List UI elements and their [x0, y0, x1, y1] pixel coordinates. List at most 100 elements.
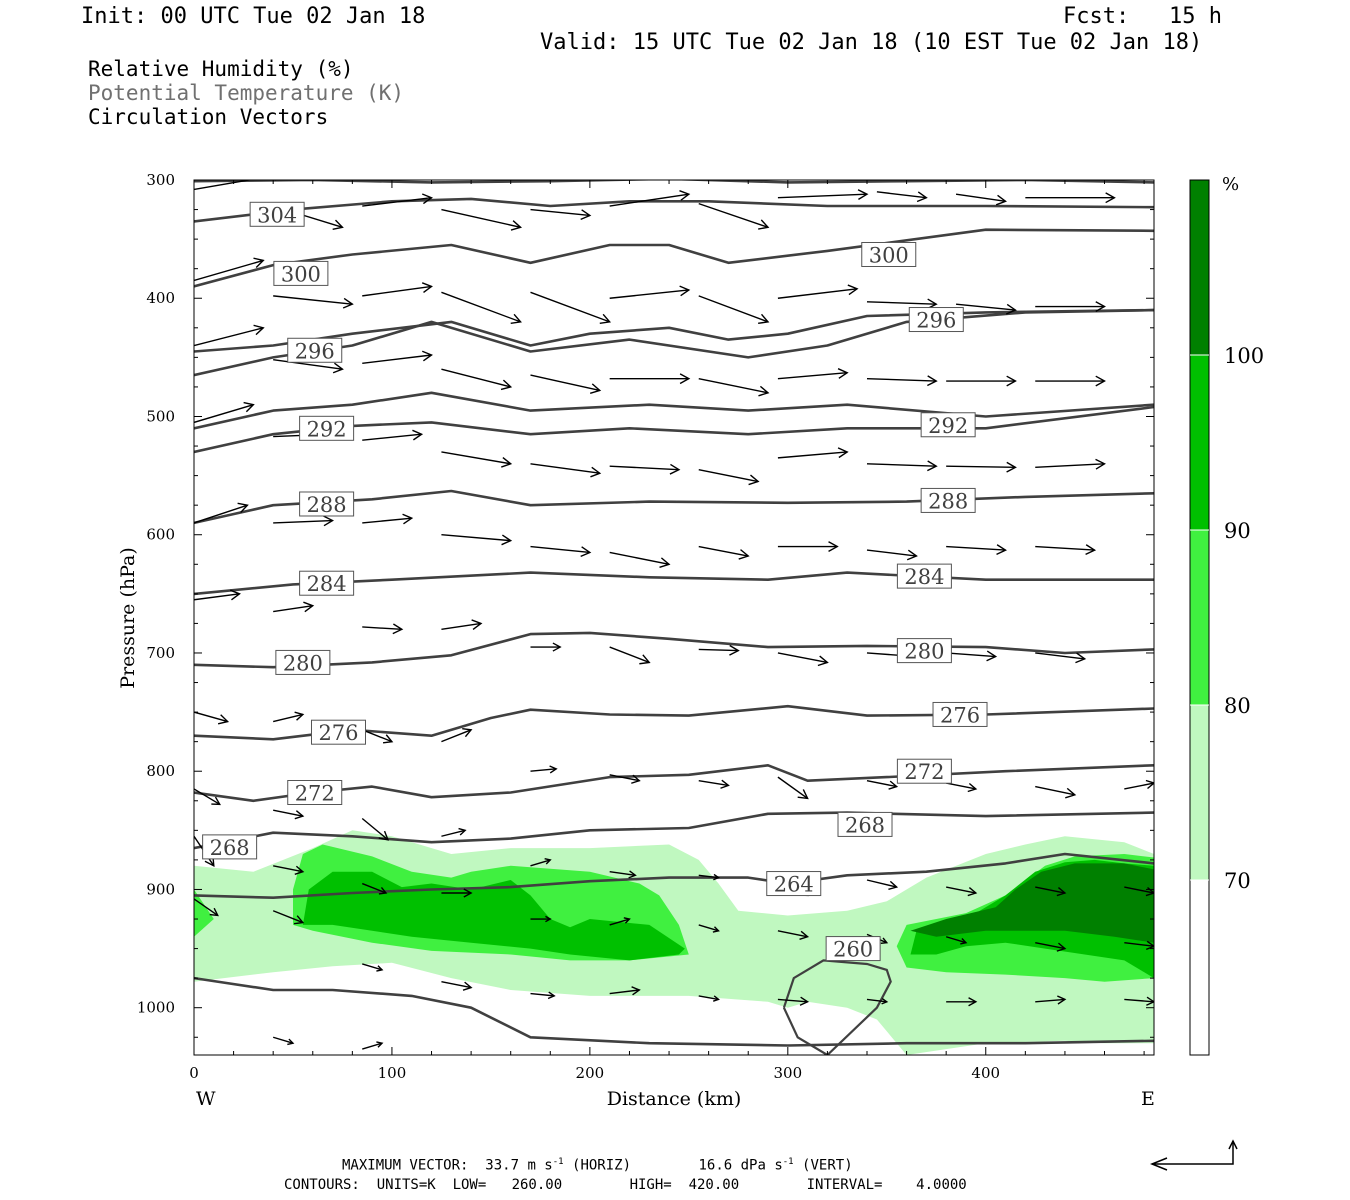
circulation-vector-109: [777, 996, 810, 1006]
svg-text:288: 288: [307, 493, 347, 517]
circulation-vector-110: [866, 997, 889, 1005]
circulation-vector-75: [946, 782, 978, 793]
svg-text:276: 276: [318, 721, 358, 745]
circulation-vector-54: [1035, 544, 1097, 556]
x-axis-title: Distance (km): [607, 1088, 742, 1110]
colorbar-segment-4: [1190, 180, 1209, 355]
y-tick-label-1000: 1000: [137, 999, 175, 1017]
contour-label-12: 280: [896, 638, 952, 664]
contour-label-18: 268: [837, 811, 893, 837]
isentrope-line-2: [194, 228, 1154, 288]
y-tick-label-900: 900: [146, 880, 175, 898]
circulation-vector-46: [362, 513, 414, 525]
circulation-vector-29: [777, 368, 849, 380]
svg-text:260: 260: [833, 938, 873, 962]
circulation-vector-102: [194, 898, 219, 917]
circulation-vector-15: [530, 291, 612, 325]
circulation-vector-120: [778, 1102, 798, 1107]
circulation-vector-57: [362, 623, 404, 635]
svg-text:300: 300: [869, 243, 909, 267]
contour-label-13: 276: [310, 719, 366, 745]
colorbar-label-80: 80: [1224, 694, 1251, 718]
circulation-vector-4: [530, 208, 592, 221]
circulation-vector-115: [362, 1041, 384, 1050]
colorbar-frame: [1189, 179, 1210, 1056]
circulation-vector-50: [698, 545, 750, 560]
valid-time: Valid: 15 UTC Tue 02 Jan 18 (10 EST Tue …: [540, 30, 1203, 55]
svg-text:304: 304: [257, 203, 297, 227]
y-tick-label-300: 300: [146, 171, 175, 189]
circulation-vector-2: [362, 193, 433, 207]
circulation-vector-84: [698, 873, 720, 881]
axes: 300 400 500 600 700 800 900 1000 0 100 200 300 400: [137, 171, 1154, 1082]
contour-label-6: 292: [920, 412, 976, 438]
contour-label-9: 284: [299, 570, 355, 596]
circulation-vector-65: [1035, 652, 1087, 664]
circulation-vector-21: [1035, 301, 1106, 312]
y-axis-title: Pressure (hPa): [117, 547, 139, 689]
circulation-vector-62: [777, 652, 829, 667]
circulation-vector-78: [194, 788, 221, 806]
circulation-vector-96: [698, 924, 720, 933]
circulation-vector-51: [777, 541, 839, 552]
svg-text:264: 264: [774, 873, 814, 897]
max-vert-tag: (VERT): [802, 1157, 853, 1174]
rh-region-90-4: [302, 871, 685, 961]
circulation-vector-12: [273, 295, 354, 309]
circulation-vector-31: [946, 375, 1017, 387]
contour-labels: 304 300 300 296 296 292 292 288 288 284 284 280 280 2…: [202, 201, 988, 962]
circulation-vector-86: [866, 879, 899, 891]
colorbar-segment-3: [1190, 355, 1209, 530]
contour-label-8: 288: [920, 487, 976, 513]
contour-label-10: 284: [896, 563, 952, 589]
contour-label-3: 296: [287, 337, 343, 363]
contour-label-4: 296: [908, 307, 964, 333]
circulation-vector-80: [361, 817, 390, 841]
svg-text:296: 296: [295, 339, 335, 363]
circulation-vector-114: [272, 1036, 295, 1046]
x-tick-label-100: 100: [378, 1064, 407, 1082]
max-horiz-exponent: -1: [552, 1157, 564, 1167]
contour-label-20: 260: [825, 936, 881, 962]
circulation-vector-40: [777, 447, 849, 459]
circulation-vector-33: [194, 401, 255, 424]
circulation-vector-69: [441, 728, 473, 743]
reference-vector-icon: [1149, 1139, 1238, 1171]
circulation-vector-94: [530, 915, 552, 923]
legend-rh: Relative Humidity (%): [88, 57, 354, 81]
contour-label-19: 264: [766, 871, 822, 897]
circulation-vector-48: [530, 545, 592, 558]
isentrope-line-12: [194, 811, 1154, 850]
circulation-vector-43: [1035, 458, 1106, 470]
relative-humidity-shading: [194, 830, 1154, 1055]
circulation-vector-99: [945, 936, 968, 945]
circulation-vector-11: [194, 257, 265, 282]
svg-text:284: 284: [307, 572, 347, 596]
x-end-label-east: E: [1141, 1088, 1155, 1110]
colorbar: 70 80 90 100%: [1189, 174, 1264, 1056]
circulation-vector-42: [946, 461, 1017, 473]
colorbar-segment-2: [1190, 530, 1209, 705]
circulation-vector-106: [530, 991, 556, 1000]
circulation-vector-58: [441, 619, 483, 631]
circulation-vector-77: [1124, 779, 1154, 790]
circulation-vector-73: [777, 776, 809, 800]
svg-text:300: 300: [281, 262, 321, 286]
colorbar-label-100: 100: [1224, 344, 1264, 368]
circulation-vector-112: [1035, 995, 1067, 1005]
circulation-vector-117: [530, 1100, 550, 1105]
circulation-vector-36: [441, 451, 513, 468]
circulation-vector-113: [1124, 996, 1154, 1006]
circulation-vector-100: [1035, 941, 1067, 952]
contour-info: CONTOURS: UNITS=K LOW= 260.00 HIGH= 420.…: [284, 1177, 967, 1193]
circulation-vector-71: [609, 774, 641, 784]
x-tick-label-0: 0: [189, 1064, 199, 1082]
circulation-vector-70: [530, 765, 558, 774]
svg-text:292: 292: [928, 414, 968, 438]
circulation-vector-76: [1035, 785, 1077, 799]
circulation-vector-61: [698, 644, 740, 656]
colorbar-label-70: 70: [1224, 869, 1251, 893]
colorbar-label-90: 90: [1224, 519, 1251, 543]
circulation-vector-5: [609, 190, 691, 207]
